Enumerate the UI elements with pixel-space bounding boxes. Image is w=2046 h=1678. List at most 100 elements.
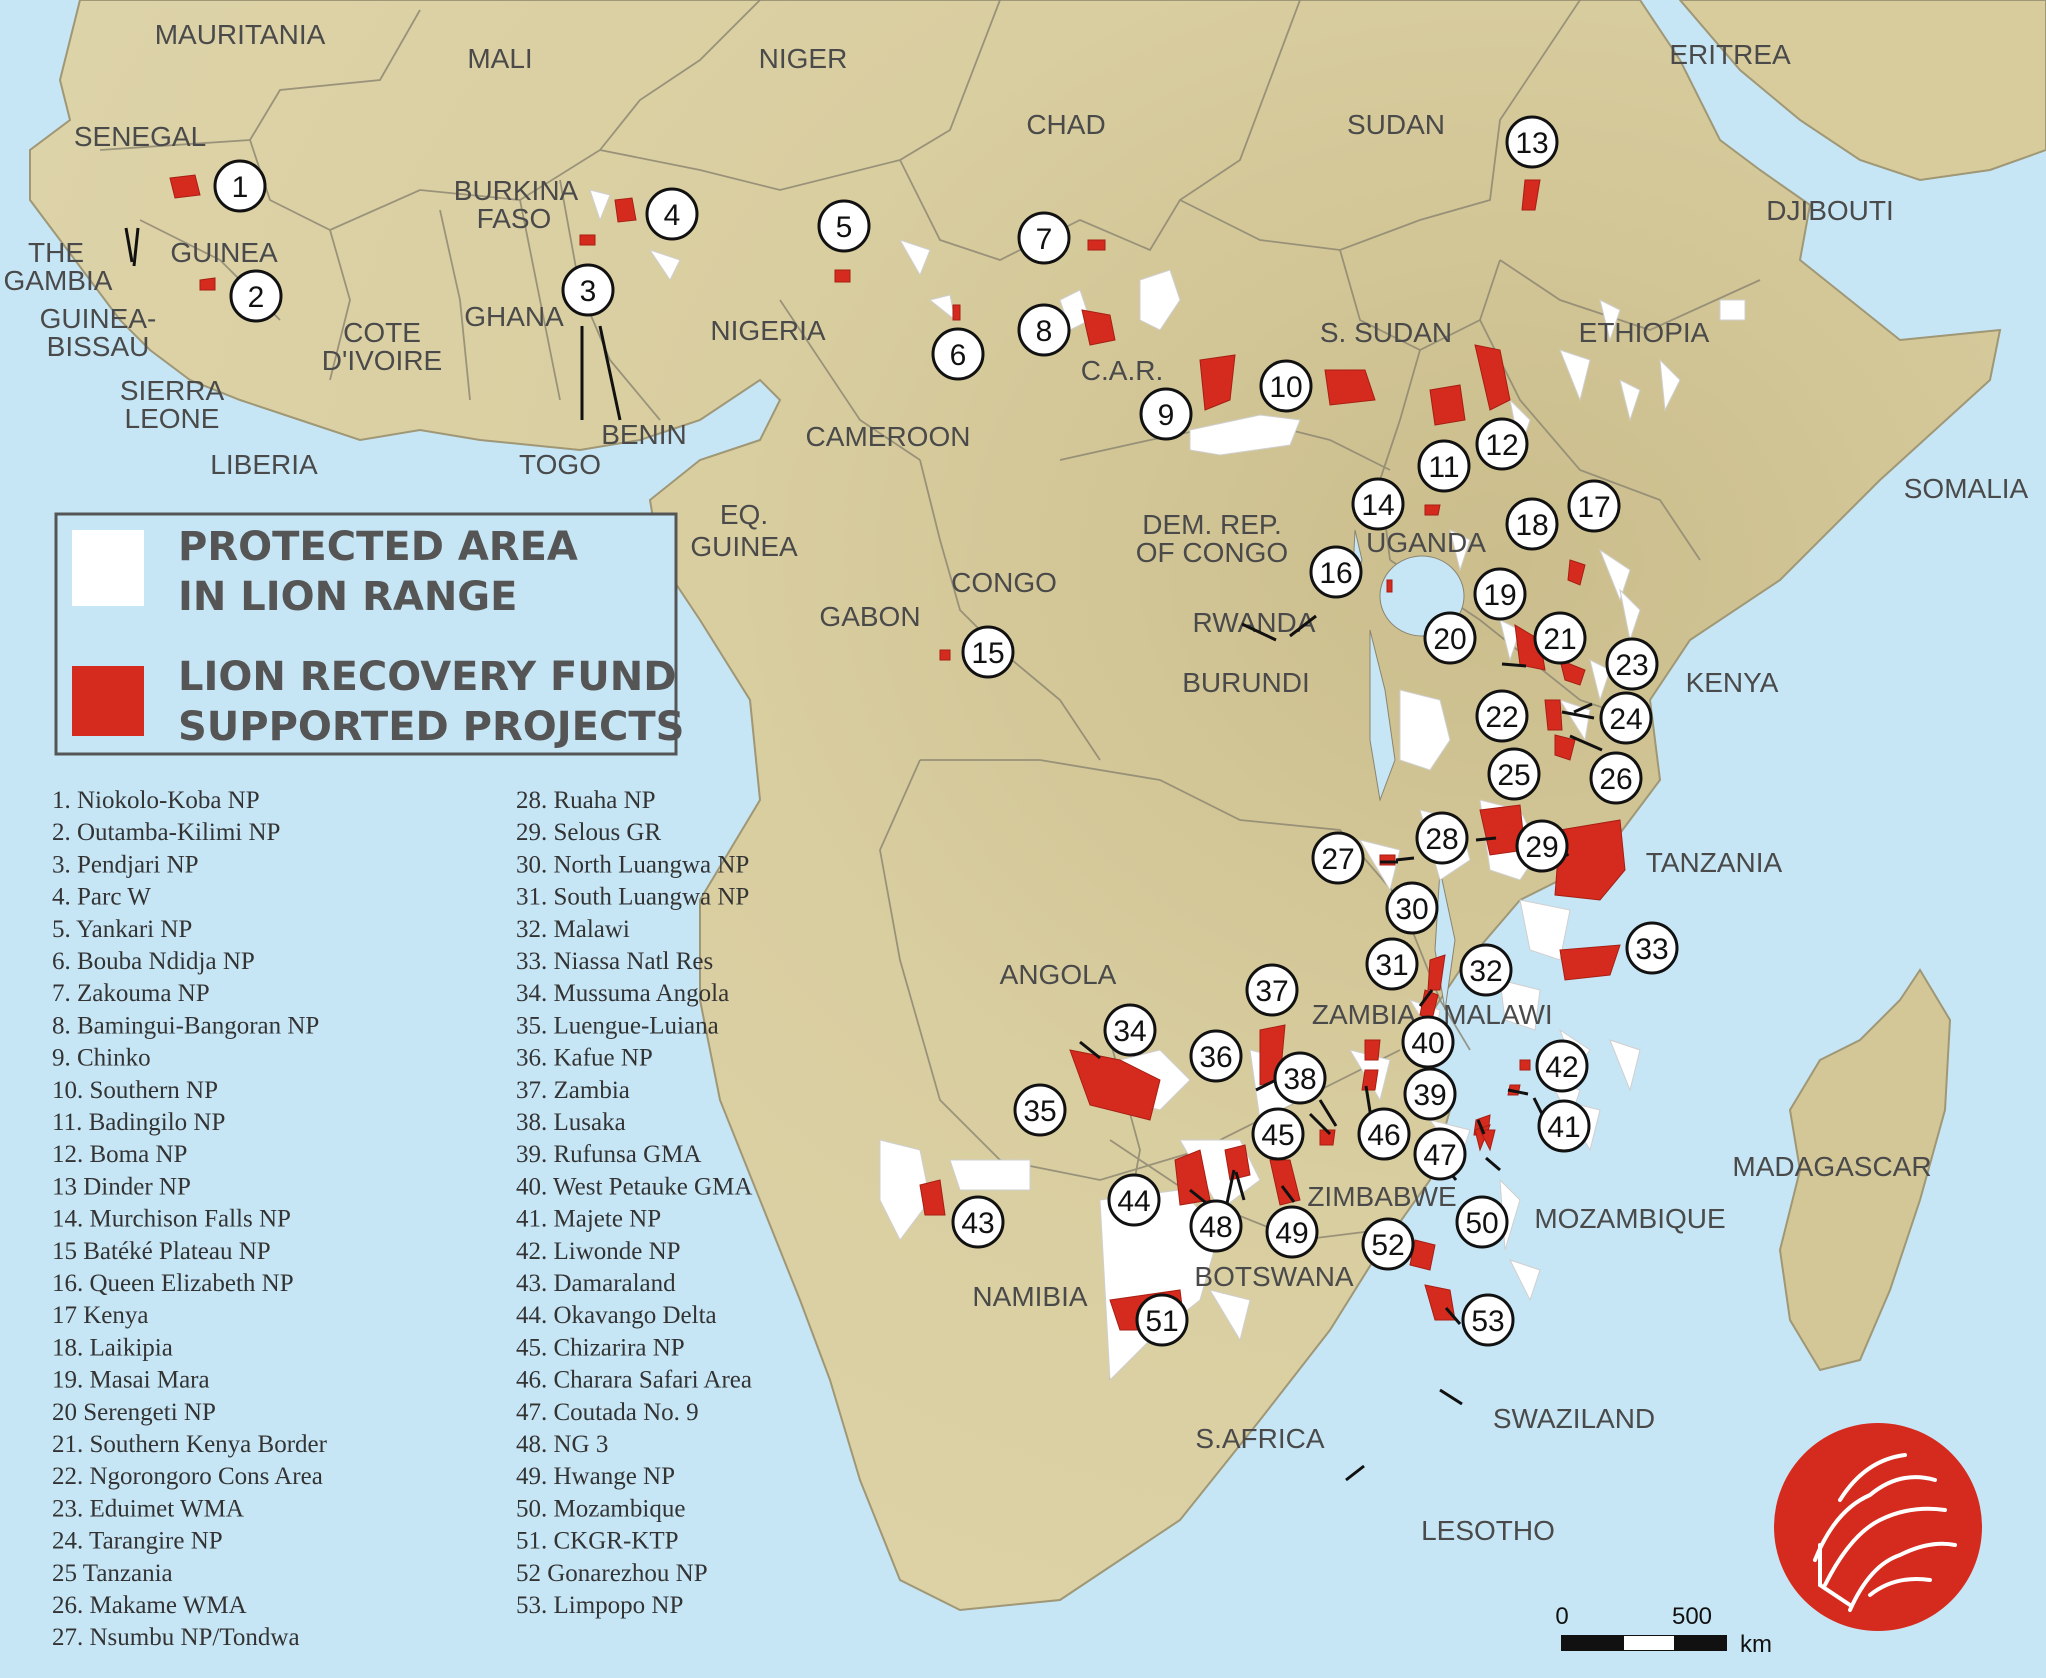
svg-text:36: 36 — [1199, 1041, 1232, 1074]
scale-bar: 0 500 km — [1555, 1603, 1772, 1658]
project-marker: 2 — [229, 269, 283, 323]
project-marker: 36 — [1189, 1029, 1243, 1083]
project-list-item: 26. Makame WMA — [52, 1592, 247, 1619]
project-marker: 40 — [1401, 1015, 1455, 1069]
madagascar-landmass — [1778, 968, 1952, 1372]
svg-text:49: 49 — [1275, 1217, 1308, 1250]
project-list-item: 46. Charara Safari Area — [516, 1367, 752, 1394]
svg-text:52: 52 — [1371, 1229, 1404, 1262]
project-list-item: 34. Mussuma Angola — [516, 980, 729, 1007]
project-list-item: 25 Tanzania — [52, 1560, 173, 1587]
project-list-item: 33. Niassa Natl Res — [516, 948, 713, 975]
project-list-item: 16. Queen Elizabeth NP — [52, 1270, 294, 1297]
svg-text:44: 44 — [1117, 1185, 1150, 1218]
svg-text:2: 2 — [248, 281, 265, 314]
svg-text:28: 28 — [1425, 823, 1458, 856]
country-label: ANGOLA — [1000, 959, 1117, 990]
svg-text:27: 27 — [1321, 843, 1354, 876]
country-label: TANZANIA — [1646, 847, 1783, 878]
project-list-item: 23. Eduimet WMA — [52, 1495, 244, 1522]
svg-text:46: 46 — [1367, 1119, 1400, 1152]
svg-text:25: 25 — [1497, 759, 1530, 792]
svg-text:50: 50 — [1465, 1207, 1498, 1240]
project-marker: 51 — [1135, 1293, 1189, 1347]
project-list-item: 30. North Luangwa NP — [516, 851, 749, 878]
project-list-item: 8. Bamingui-Bangoran NP — [52, 1012, 319, 1039]
project-list-item: 51. CKGR-KTP — [516, 1528, 679, 1555]
country-label: SENEGAL — [74, 121, 206, 152]
svg-text:31: 31 — [1375, 949, 1408, 982]
country-label: LESOTHO — [1421, 1515, 1555, 1546]
africa-landmass — [29, 0, 2002, 1612]
country-label: LIBERIA — [210, 449, 318, 480]
project-marker: 43 — [951, 1195, 1005, 1249]
project-marker: 52 — [1361, 1217, 1415, 1271]
svg-text:17: 17 — [1577, 491, 1610, 524]
country-label: SOMALIA — [1904, 473, 2029, 504]
project-marker: 32 — [1459, 943, 1513, 997]
country-label: SWAZILAND — [1493, 1403, 1655, 1434]
project-marker: 18 — [1505, 497, 1559, 551]
country-label: BENIN — [601, 419, 687, 450]
svg-text:34: 34 — [1113, 1015, 1146, 1048]
project-list-item: 9. Chinko — [52, 1045, 151, 1072]
project-marker: 8 — [1017, 303, 1071, 357]
project-list-item: 18. Laikipia — [52, 1334, 173, 1361]
country-label: GUINEA — [170, 237, 278, 268]
project-marker: 19 — [1473, 567, 1527, 621]
project-marker: 10 — [1259, 359, 1313, 413]
svg-text:26: 26 — [1599, 763, 1632, 796]
project-list-item: 38. Lusaka — [516, 1109, 626, 1136]
project-list-item: 47. Coutada No. 9 — [516, 1399, 699, 1426]
project-list-item: 28. Ruaha NP — [516, 787, 656, 814]
svg-text:6: 6 — [950, 339, 967, 372]
project-marker: 42 — [1535, 1039, 1589, 1093]
svg-text:19: 19 — [1483, 579, 1516, 612]
svg-text:12: 12 — [1485, 429, 1518, 462]
svg-text:51: 51 — [1145, 1305, 1178, 1338]
country-label: OF CONGO — [1136, 537, 1288, 568]
project-list-item: 35. Luengue-Luiana — [516, 1012, 719, 1039]
legend-protected-line1: PROTECTED AREA — [178, 524, 578, 570]
svg-text:24: 24 — [1609, 703, 1642, 736]
svg-text:48: 48 — [1199, 1211, 1232, 1244]
svg-text:20: 20 — [1433, 623, 1466, 656]
project-areas — [169, 174, 1626, 1331]
project-marker: 35 — [1013, 1083, 1067, 1137]
country-label: MAURITANIA — [155, 19, 326, 50]
project-list-item: 15 Batéké Plateau NP — [52, 1238, 271, 1265]
country-label: ZAMBIA — [1312, 999, 1417, 1030]
legend-fund-line2: SUPPORTED PROJECTS — [178, 704, 684, 750]
country-label: MALAWI — [1443, 999, 1552, 1030]
project-marker: 20 — [1423, 611, 1477, 665]
legend-protected-line2: IN LION RANGE — [178, 574, 517, 620]
project-list-item: 12. Boma NP — [52, 1141, 187, 1168]
project-marker: 6 — [931, 327, 985, 381]
project-list-item: 48. NG 3 — [516, 1431, 608, 1458]
svg-text:47: 47 — [1423, 1139, 1456, 1172]
country-label: BURKINA — [454, 175, 579, 206]
arabia-landmass — [1678, 0, 2046, 182]
country-label: DEM. REP. — [1142, 509, 1282, 540]
project-list-item: 21. Southern Kenya Border — [52, 1431, 328, 1458]
country-label: THE — [28, 237, 84, 268]
svg-text:37: 37 — [1255, 975, 1288, 1008]
svg-text:18: 18 — [1515, 509, 1548, 542]
country-label: BURUNDI — [1182, 667, 1310, 698]
svg-text:41: 41 — [1547, 1111, 1580, 1144]
svg-text:40: 40 — [1411, 1027, 1444, 1060]
svg-text:35: 35 — [1023, 1095, 1056, 1128]
project-marker: 21 — [1533, 611, 1587, 665]
project-marker: 22 — [1475, 689, 1529, 743]
project-list-item: 11. Badingilo NP — [52, 1109, 225, 1136]
project-marker: 37 — [1245, 963, 1299, 1017]
project-list-item: 10. Southern NP — [52, 1077, 218, 1104]
project-marker: 25 — [1487, 747, 1541, 801]
project-marker: 49 — [1265, 1205, 1319, 1259]
project-marker: 14 — [1351, 477, 1405, 531]
svg-text:5: 5 — [836, 211, 853, 244]
country-label: FASO — [477, 203, 552, 234]
project-list-item: 37. Zambia — [516, 1077, 630, 1104]
svg-text:4: 4 — [664, 199, 681, 232]
scale-max-label: 500 — [1672, 1603, 1712, 1630]
